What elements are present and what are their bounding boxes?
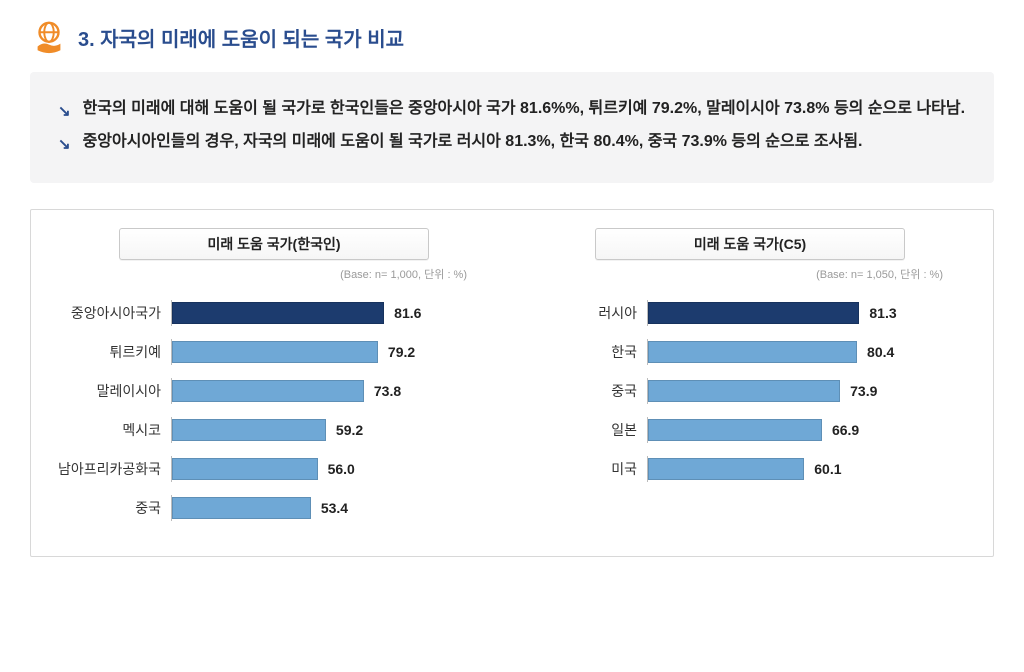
- bar-fill: [172, 419, 326, 441]
- bar-fill: [172, 497, 311, 519]
- bar-row: 러시아 81.3: [527, 300, 973, 326]
- bar-fill: [648, 419, 822, 441]
- section-header: 3. 자국의 미래에 도움이 되는 국가 비교: [30, 18, 994, 56]
- bar-track: 80.4: [647, 339, 973, 365]
- globe-hand-icon: [30, 18, 68, 56]
- bar-value: 53.4: [321, 500, 348, 516]
- bar-value: 81.6: [394, 305, 421, 321]
- bar-label: 중국: [51, 498, 171, 518]
- bar-track: 66.9: [647, 417, 973, 443]
- bar-track: 81.6: [171, 300, 497, 326]
- bar-row: 말레이시아 73.8: [51, 378, 497, 404]
- bar-track: 53.4: [171, 495, 497, 521]
- bar-value: 80.4: [867, 344, 894, 360]
- charts-panel: 미래 도움 국가(한국인) (Base: n= 1,000, 단위 : %) 중…: [30, 209, 994, 557]
- bar-label: 미국: [527, 459, 647, 479]
- arrow-icon: ↘: [58, 98, 71, 127]
- callout-line: ↘ 한국의 미래에 대해 도움이 될 국가로 한국인들은 중앙아시아 국가 81…: [58, 94, 966, 127]
- bar-value: 59.2: [336, 422, 363, 438]
- chart-base-note: (Base: n= 1,050, 단위 : %): [527, 266, 943, 282]
- bar-row: 멕시코 59.2: [51, 417, 497, 443]
- bar-track: 81.3: [647, 300, 973, 326]
- bar-label: 일본: [527, 420, 647, 440]
- bar-track: 56.0: [171, 456, 497, 482]
- bar-track: 73.9: [647, 378, 973, 404]
- section-number: 3.: [78, 29, 95, 51]
- bar-fill: [648, 341, 857, 363]
- bar-row: 중국 53.4: [51, 495, 497, 521]
- bar-value: 60.1: [814, 461, 841, 477]
- bar-track: 79.2: [171, 339, 497, 365]
- chart-left: 미래 도움 국가(한국인) (Base: n= 1,000, 단위 : %) 중…: [51, 228, 497, 534]
- bar-fill: [648, 302, 859, 324]
- bar-row: 중앙아시아국가 81.6: [51, 300, 497, 326]
- section-title: 3. 자국의 미래에 도움이 되는 국가 비교: [78, 23, 404, 52]
- bar-fill: [172, 380, 364, 402]
- bar-value: 81.3: [869, 305, 896, 321]
- bar-fill: [172, 302, 384, 324]
- chart-title: 미래 도움 국가(C5): [595, 228, 905, 260]
- bar-label: 말레이시아: [51, 381, 171, 401]
- bar-label: 중앙아시아국가: [51, 303, 171, 323]
- chart-bars-left: 중앙아시아국가 81.6 튀르키예 79.2 말레이시아 73.8 멕시코 59.2 남아프리카…: [51, 300, 497, 521]
- bar-label: 중국: [527, 381, 647, 401]
- bar-value: 56.0: [328, 461, 355, 477]
- callout-line: ↘ 중앙아시아인들의 경우, 자국의 미래에 도움이 될 국가로 러시아 81.…: [58, 127, 966, 160]
- bar-label: 멕시코: [51, 420, 171, 440]
- bar-fill: [648, 380, 840, 402]
- bar-track: 59.2: [171, 417, 497, 443]
- bar-row: 일본 66.9: [527, 417, 973, 443]
- bar-fill: [648, 458, 804, 480]
- bar-fill: [172, 458, 318, 480]
- bar-row: 중국 73.9: [527, 378, 973, 404]
- chart-base-note: (Base: n= 1,000, 단위 : %): [51, 266, 467, 282]
- bar-value: 66.9: [832, 422, 859, 438]
- chart-right: 미래 도움 국가(C5) (Base: n= 1,050, 단위 : %) 러시…: [527, 228, 973, 534]
- bar-track: 73.8: [171, 378, 497, 404]
- callout-text: 중앙아시아인들의 경우, 자국의 미래에 도움이 될 국가로 러시아 81.3%…: [83, 127, 863, 157]
- bar-label: 남아프리카공화국: [51, 459, 171, 479]
- bar-row: 남아프리카공화국 56.0: [51, 456, 497, 482]
- bar-label: 한국: [527, 342, 647, 362]
- bar-label: 러시아: [527, 303, 647, 323]
- chart-bars-right: 러시아 81.3 한국 80.4 중국 73.9 일본 66.9 미국 60.1: [527, 300, 973, 482]
- bar-row: 한국 80.4: [527, 339, 973, 365]
- bar-track: 60.1: [647, 456, 973, 482]
- bar-value: 73.9: [850, 383, 877, 399]
- bar-label: 튀르키예: [51, 342, 171, 362]
- bar-value: 79.2: [388, 344, 415, 360]
- bar-row: 튀르키예 79.2: [51, 339, 497, 365]
- bar-fill: [172, 341, 378, 363]
- bar-value: 73.8: [374, 383, 401, 399]
- callout-text: 한국의 미래에 대해 도움이 될 국가로 한국인들은 중앙아시아 국가 81.6…: [83, 94, 965, 124]
- arrow-icon: ↘: [58, 131, 71, 160]
- bar-row: 미국 60.1: [527, 456, 973, 482]
- chart-title: 미래 도움 국가(한국인): [119, 228, 429, 260]
- summary-callout: ↘ 한국의 미래에 대해 도움이 될 국가로 한국인들은 중앙아시아 국가 81…: [30, 72, 994, 183]
- section-title-text: 자국의 미래에 도움이 되는 국가 비교: [100, 29, 404, 51]
